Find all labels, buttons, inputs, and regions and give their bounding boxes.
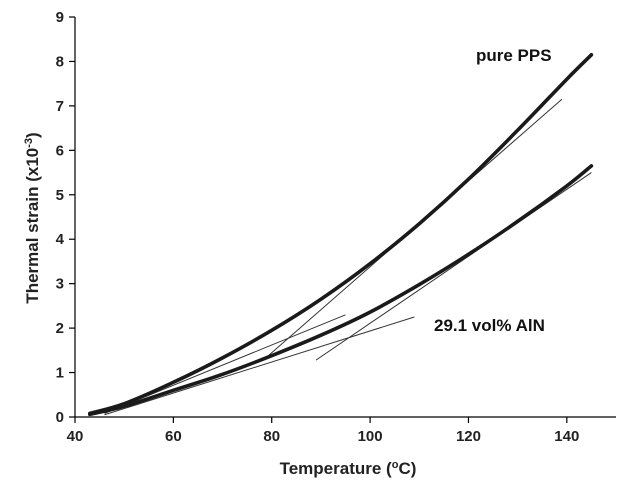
x-tick-label: 120 [456, 428, 481, 445]
y-tick-label: 2 [56, 320, 64, 337]
y-tick-label: 8 [56, 53, 64, 70]
tangent-line-4 [315, 172, 592, 361]
y-tick-label: 7 [56, 98, 64, 115]
series-lines [88, 53, 594, 417]
y-tick-label: 1 [56, 365, 64, 382]
x-tick-label: 60 [165, 428, 182, 445]
series-annotation-1: pure PPS [476, 46, 552, 65]
x-tick-label: 40 [67, 428, 84, 445]
series-line-2 [88, 164, 594, 417]
series-annotations: pure PPS 29.1 vol% AlN [434, 46, 552, 335]
y-tick-label: 9 [56, 9, 64, 26]
y-axis-title: Thermal strain (x10-3) [23, 132, 42, 303]
series-line-1 [88, 53, 594, 416]
axes: 40 60 80 100 120 140 0 1 2 3 4 5 6 7 8 9 [56, 9, 616, 445]
y-tick-label: 5 [56, 187, 64, 204]
x-tick-label: 80 [263, 428, 280, 445]
axis-titles: Temperature (oC) Thermal strain (x10-3) [23, 132, 416, 478]
y-tick-label: 3 [56, 276, 64, 293]
y-tick-label: 0 [56, 409, 64, 426]
series-annotation-2: 29.1 vol% AlN [434, 316, 545, 335]
x-tick-label: 140 [554, 428, 579, 445]
x-axis-title: Temperature (oC) [280, 459, 417, 478]
y-tick-label: 4 [56, 231, 65, 248]
x-tick-label: 100 [358, 428, 383, 445]
y-tick-label: 6 [56, 142, 64, 159]
tangent-line-3 [104, 316, 415, 416]
tangent-lines [104, 98, 592, 416]
